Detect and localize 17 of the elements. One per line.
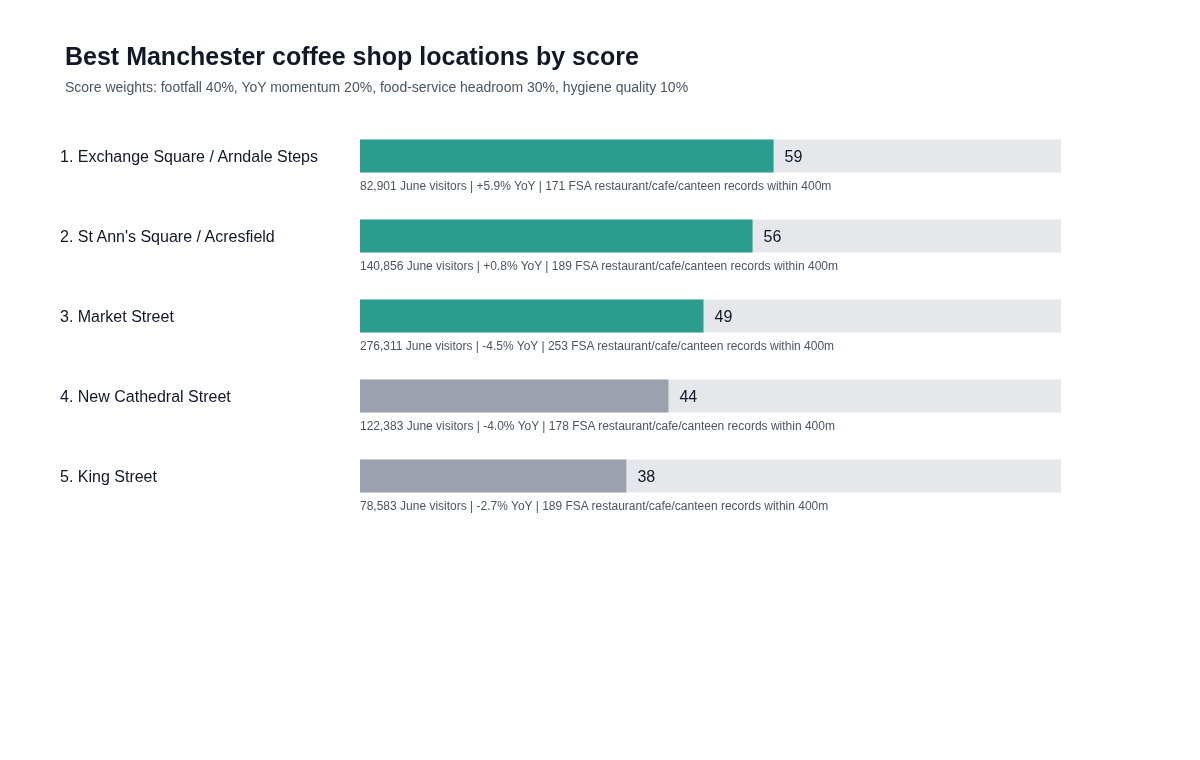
data-label: 38 bbox=[637, 467, 656, 485]
y-tick-label: 4. New Cathedral Street bbox=[60, 387, 232, 405]
annotation: 276,311 June visitors | -4.5% YoY | 253 FSA restaurant/cafe/canteen records within 400m bbox=[360, 339, 835, 353]
annotation: 122,383 June visitors | -4.0% YoY | 178 FSA restaurant/cafe/canteen records within 400m bbox=[360, 419, 835, 433]
data-label: 44 bbox=[679, 387, 698, 405]
chart-subtitle: Score weights: footfall 40%, YoY momentum 20%, food-service headroom 30%, hygiene quality 10% bbox=[65, 79, 689, 95]
data-label: 56 bbox=[763, 227, 782, 245]
data-label: 59 bbox=[784, 147, 803, 165]
y-tick-label: 1. Exchange Square / Arndale Steps bbox=[60, 147, 318, 165]
data-label: 49 bbox=[714, 307, 733, 325]
annotation: 78,583 June visitors | -2.7% YoY | 189 FSA restaurant/cafe/canteen records within 400m bbox=[360, 499, 829, 513]
y-tick-label: 3. Market Street bbox=[60, 307, 175, 325]
y-tick-label: 2. St Ann's Square / Acresfield bbox=[60, 227, 275, 245]
annotation: 82,901 June visitors | +5.9% YoY | 171 FSA restaurant/cafe/canteen records within 400m bbox=[360, 179, 832, 193]
annotation: 140,856 June visitors | +0.8% YoY | 189 FSA restaurant/cafe/canteen records within 400m bbox=[360, 259, 838, 273]
chart-title: Best Manchester coffee shop locations by score bbox=[65, 41, 639, 70]
y-tick-label: 5. King Street bbox=[60, 467, 158, 485]
